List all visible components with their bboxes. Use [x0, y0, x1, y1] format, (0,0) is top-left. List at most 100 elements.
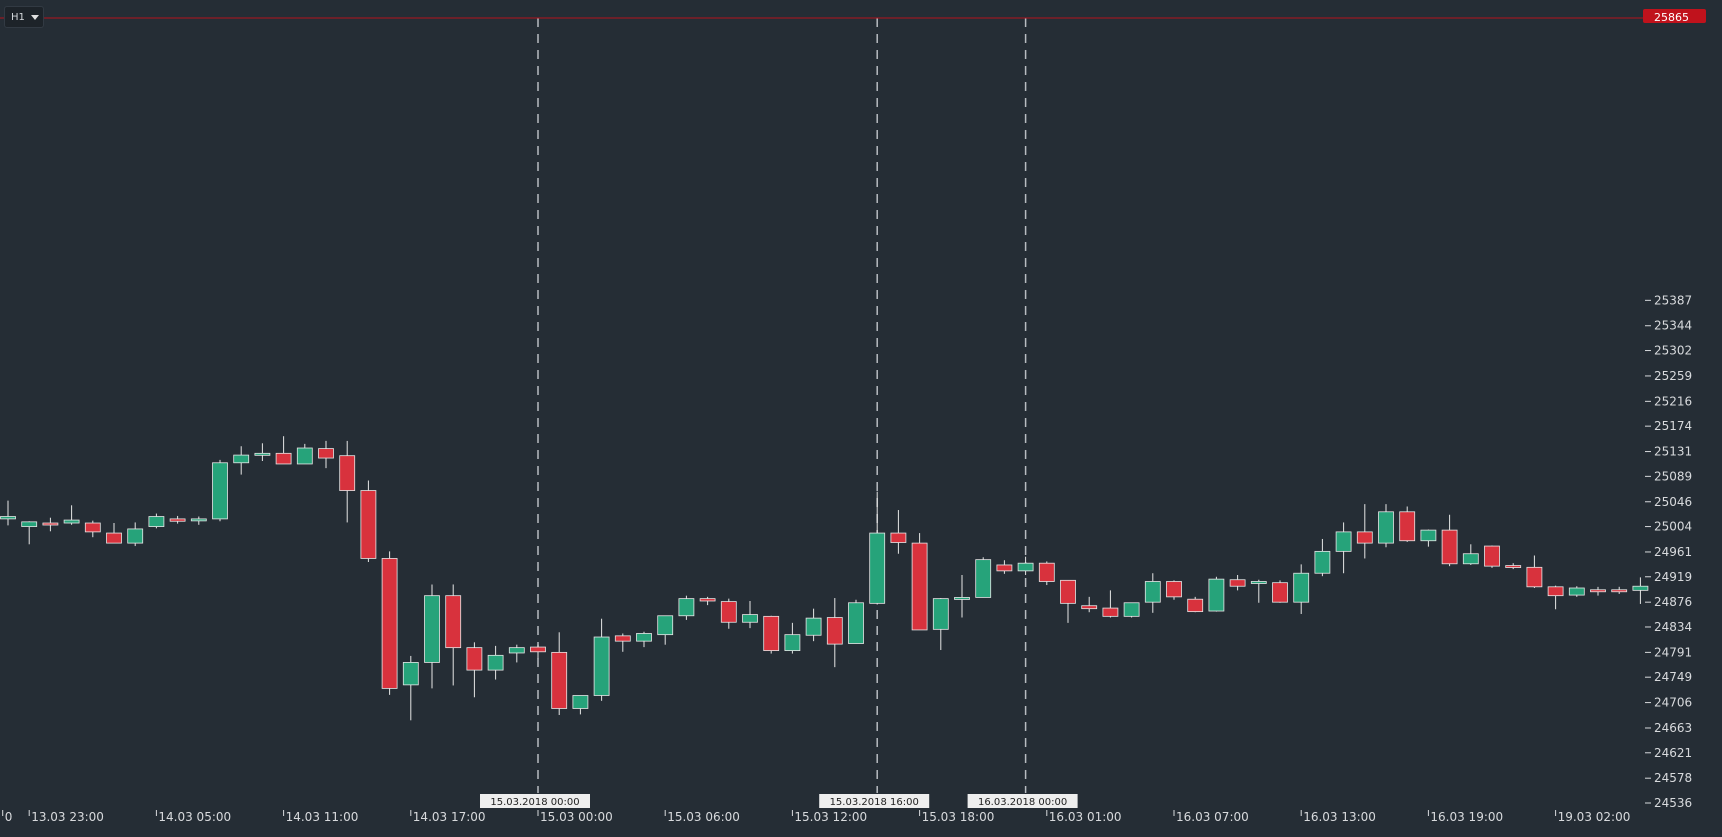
candle[interactable] [932, 598, 949, 651]
candle[interactable] [487, 645, 504, 680]
candle-body-bearish [1484, 545, 1500, 567]
candle[interactable] [63, 505, 80, 525]
candle[interactable] [848, 599, 864, 644]
candle[interactable] [1314, 538, 1331, 577]
candle[interactable] [636, 631, 652, 648]
candle-body-bearish [360, 490, 377, 559]
candle-body-bullish [1568, 587, 1585, 596]
price-tick-label: 24749 [1654, 670, 1692, 684]
candle[interactable] [84, 520, 101, 538]
candle[interactable] [1611, 586, 1628, 594]
day-separator-lines [537, 18, 1027, 793]
candle[interactable] [1547, 585, 1564, 610]
candle[interactable] [1568, 586, 1585, 597]
candle[interactable] [1526, 555, 1543, 588]
candle[interactable] [975, 557, 992, 598]
candle[interactable] [1123, 602, 1140, 618]
candle[interactable] [1505, 563, 1522, 570]
candle[interactable] [318, 440, 334, 469]
candle[interactable] [1250, 579, 1267, 603]
candle[interactable] [127, 522, 144, 547]
candle[interactable] [1102, 590, 1119, 618]
candle[interactable] [402, 655, 419, 721]
timeframe-selector[interactable]: H1 [4, 6, 44, 28]
candle[interactable] [890, 510, 907, 554]
candle[interactable] [1017, 556, 1034, 576]
candle[interactable] [657, 615, 674, 645]
candle[interactable] [1144, 573, 1161, 613]
day-separator-badge: 16.03.2018 00:00 [967, 794, 1078, 808]
candle[interactable] [614, 633, 631, 652]
candle[interactable] [424, 584, 440, 689]
candle-body-bullish [742, 614, 758, 623]
candle[interactable] [763, 615, 780, 654]
candle-body-bearish [381, 558, 398, 689]
candle[interactable] [742, 600, 758, 629]
candle[interactable] [360, 480, 377, 563]
current-price-label: 25865 [1654, 11, 1689, 24]
candle[interactable] [720, 598, 737, 629]
candle-body-bullish [784, 634, 801, 652]
day-separator-labels: 15.03.2018 00:00 15.03.2018 16:00 16.03.20… [480, 794, 1078, 808]
candle-body-bearish [466, 647, 483, 671]
price-tick-label: 24621 [1654, 746, 1692, 760]
candle[interactable] [1590, 586, 1606, 596]
candle-body-bearish [84, 522, 101, 533]
price-axis: 25387 25344 25302 25259 25216 25174 25131 25089… [1645, 293, 1692, 810]
candle[interactable] [42, 517, 59, 532]
candle[interactable] [445, 584, 462, 686]
candle[interactable] [148, 513, 165, 529]
candle[interactable] [996, 560, 1013, 574]
candle[interactable] [911, 533, 928, 631]
candle[interactable] [593, 618, 610, 701]
candle-body-bullish [678, 598, 695, 617]
candle[interactable] [784, 622, 801, 654]
candle[interactable] [1484, 545, 1500, 568]
candle[interactable] [254, 443, 271, 462]
candle[interactable] [1632, 577, 1649, 604]
candle[interactable] [1378, 504, 1394, 548]
candle[interactable] [1293, 564, 1310, 614]
candle[interactable] [1208, 576, 1225, 612]
candle[interactable] [1187, 596, 1204, 613]
candle[interactable] [106, 523, 122, 544]
candle[interactable] [1060, 579, 1076, 623]
candle[interactable] [466, 642, 483, 698]
candle[interactable] [275, 436, 292, 465]
candle[interactable] [551, 632, 568, 715]
candle[interactable] [826, 598, 843, 668]
candle[interactable] [233, 446, 250, 475]
candle[interactable] [169, 515, 186, 524]
candle[interactable] [1420, 529, 1437, 547]
current-price-layer: 25865 [0, 9, 1706, 24]
candle[interactable] [1399, 506, 1416, 542]
candle[interactable] [572, 695, 589, 715]
time-tick-label: 19.03 02:00 [1558, 810, 1631, 824]
candle[interactable] [1081, 596, 1098, 613]
candle[interactable] [1166, 580, 1182, 600]
candle[interactable] [805, 608, 822, 642]
candle[interactable] [1335, 522, 1352, 574]
candle[interactable] [212, 459, 228, 522]
candle[interactable] [190, 516, 207, 525]
candle[interactable] [508, 644, 525, 663]
candle[interactable] [699, 596, 716, 606]
candle[interactable] [954, 575, 970, 618]
candle[interactable] [1229, 575, 1246, 591]
candle[interactable] [869, 491, 886, 605]
candle[interactable] [1038, 561, 1055, 586]
candle[interactable] [0, 500, 16, 526]
candle[interactable] [1441, 514, 1458, 567]
candle[interactable] [1272, 580, 1288, 603]
candle[interactable] [1462, 544, 1479, 565]
candle[interactable] [678, 595, 695, 620]
candle[interactable] [339, 440, 356, 523]
candle[interactable] [21, 521, 38, 545]
candle[interactable] [530, 644, 546, 659]
candle-body-bullish [1144, 581, 1161, 603]
candle[interactable] [381, 551, 398, 695]
candle[interactable] [296, 443, 313, 465]
candle[interactable] [1356, 504, 1373, 559]
